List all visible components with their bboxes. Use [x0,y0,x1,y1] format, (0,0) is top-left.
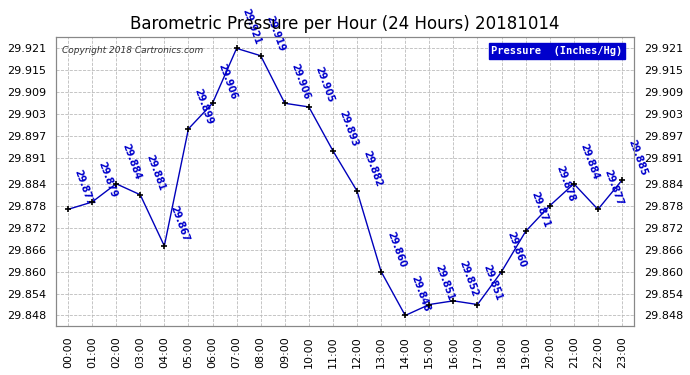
Text: 29.860: 29.860 [506,230,528,269]
Text: 29.899: 29.899 [193,87,215,126]
Text: 29.885: 29.885 [627,138,649,177]
Text: 29.879: 29.879 [96,160,119,199]
Text: 29.919: 29.919 [265,14,287,53]
Text: 29.893: 29.893 [337,109,359,148]
Text: 29.881: 29.881 [144,153,167,192]
Text: Copyright 2018 Cartronics.com: Copyright 2018 Cartronics.com [61,46,203,55]
Text: 29.884: 29.884 [578,142,600,181]
Text: 29.921: 29.921 [241,7,263,46]
Text: 29.906: 29.906 [289,62,311,100]
Text: Pressure  (Inches/Hg): Pressure (Inches/Hg) [491,46,622,56]
Text: 29.882: 29.882 [361,149,384,188]
Text: 29.884: 29.884 [120,142,143,181]
Text: 29.848: 29.848 [409,274,432,313]
Text: 29.860: 29.860 [385,230,408,269]
Text: 29.852: 29.852 [457,259,480,298]
Text: 29.851: 29.851 [433,263,456,302]
Text: 29.877: 29.877 [602,168,624,207]
Text: 29.871: 29.871 [530,190,552,228]
Text: 29.905: 29.905 [313,66,335,104]
Title: Barometric Pressure per Hour (24 Hours) 20181014: Barometric Pressure per Hour (24 Hours) … [130,15,560,33]
Text: 29.878: 29.878 [554,164,576,203]
Text: 29.851: 29.851 [482,263,504,302]
Text: 29.877: 29.877 [72,168,95,207]
Text: 29.867: 29.867 [168,204,190,243]
Text: 29.906: 29.906 [217,62,239,100]
